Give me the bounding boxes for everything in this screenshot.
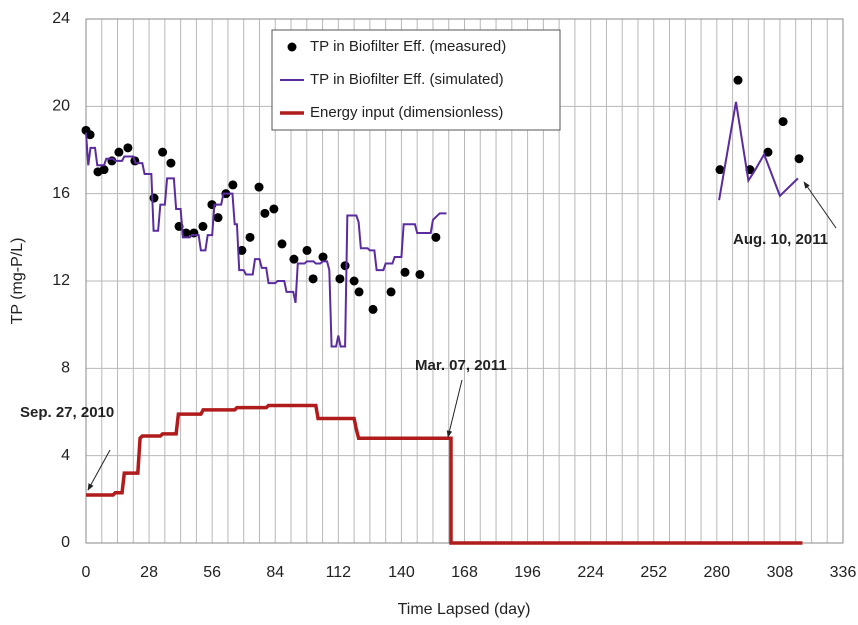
annotation-arrow [803,181,837,229]
x-tick-label: 56 [203,564,221,581]
data-point [335,274,345,284]
y-tick-label: 12 [52,272,70,289]
data-point [794,154,804,164]
legend-label: TP in Biofilter Eff. (simulated) [310,71,504,88]
y-tick-label: 0 [61,534,70,551]
y-tick-label: 16 [52,185,70,202]
data-point [386,287,396,297]
x-tick-label: 308 [767,564,794,581]
data-point [245,232,255,242]
annotation-arrow [87,449,111,491]
x-tick-label: 196 [514,564,541,581]
data-line [85,132,447,348]
data-point [715,165,725,175]
annotation: Sep. 27, 2010 [20,404,114,421]
data-point [733,75,743,85]
data-point [237,245,247,255]
data-line [718,101,799,201]
data-point [318,252,328,262]
data-point [114,147,124,157]
x-tick-label: 112 [326,564,352,581]
data-point [763,147,773,157]
data-point [308,274,318,284]
data-point [340,261,350,271]
data-point [158,147,168,157]
legend-label: TP in Biofilter Eff. (measured) [310,38,506,55]
data-point [166,158,176,168]
x-axis-label: Time Lapsed (day) [398,601,531,618]
data-point [415,269,425,279]
data-point [368,304,378,314]
legend-box [271,29,561,131]
y-tick-label: 8 [61,360,70,377]
y-axis-label: TP (mg-P/L) [9,238,26,325]
y-tick-label: 20 [52,98,70,115]
annotation: Mar. 07, 2011 [415,357,507,374]
x-tick-label: 28 [140,564,158,581]
x-tick-label: 140 [388,564,415,581]
annotation: Aug. 10, 2011 [733,231,828,248]
data-point [277,239,287,249]
data-point [181,228,191,238]
x-tick-label: 168 [451,564,478,581]
x-tick-label: 84 [266,564,284,581]
data-line [86,403,803,545]
x-tick-label: 252 [640,564,667,581]
data-point [198,221,208,231]
data-point [354,287,364,297]
data-point [260,208,270,218]
data-point [213,213,223,223]
data-point [289,254,299,264]
data-point [778,117,788,127]
data-point [85,130,95,140]
data-point [254,182,264,192]
x-tick-label: 0 [82,564,91,581]
y-tick-label: 24 [52,10,70,27]
data-point [400,267,410,277]
data-point [349,276,359,286]
annotation-arrow [446,379,463,438]
legend-label: Energy input (dimensionless) [310,104,503,121]
y-tick-label: 4 [61,447,70,464]
data-point [99,165,109,175]
x-tick-label: 280 [703,564,730,581]
data-point [123,143,133,153]
x-tick-label: 336 [830,564,857,581]
data-point [149,193,159,203]
data-point [302,245,312,255]
legend-marker [287,42,297,52]
data-point [228,180,238,190]
x-tick-label: 224 [577,564,604,581]
data-point [269,204,279,214]
data-point [431,232,441,242]
